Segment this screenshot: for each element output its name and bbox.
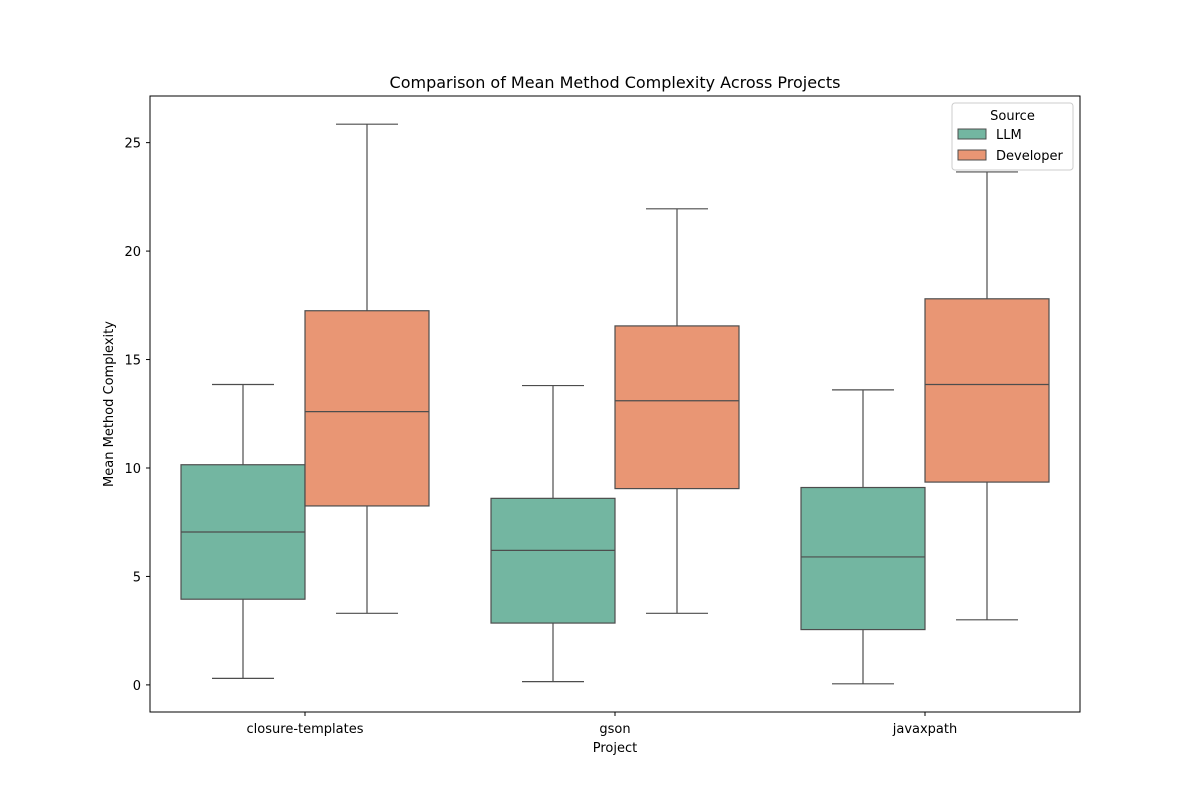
y-tick-label: 25 bbox=[124, 137, 141, 152]
legend-label-developer: Developer bbox=[996, 149, 1064, 164]
iqr-box bbox=[924, 298, 1050, 483]
legend-swatch-llm bbox=[957, 128, 987, 140]
box-developer-closure-templates bbox=[304, 123, 430, 614]
box-developer-gson bbox=[614, 208, 740, 614]
y-axis-label: Mean Method Complexity bbox=[102, 321, 117, 487]
legend-swatch-developer bbox=[957, 149, 987, 161]
iqr-box bbox=[490, 497, 616, 624]
box-developer-javaxpath bbox=[924, 171, 1050, 621]
chart-title: Comparison of Mean Method Complexity Acr… bbox=[390, 73, 841, 92]
iqr-box bbox=[304, 310, 430, 507]
x-axis-label: Project bbox=[593, 741, 637, 756]
y-tick-label: 5 bbox=[133, 570, 141, 585]
x-axis: closure-templates gson javaxpath bbox=[247, 712, 958, 737]
y-tick-label: 0 bbox=[133, 679, 141, 694]
box-llm-javaxpath bbox=[800, 389, 926, 685]
plot-marks bbox=[180, 123, 1050, 685]
box-llm-gson bbox=[490, 384, 616, 683]
iqr-box bbox=[800, 486, 926, 631]
y-tick-label: 15 bbox=[124, 354, 141, 369]
y-tick-label: 20 bbox=[124, 245, 141, 260]
x-tick-label: gson bbox=[599, 722, 630, 737]
y-axis: 0 5 10 15 20 25 bbox=[124, 137, 150, 694]
legend-title: Source bbox=[990, 109, 1035, 124]
y-tick-label: 10 bbox=[124, 462, 141, 477]
box-llm-closure-templates bbox=[180, 383, 306, 679]
x-tick-label: closure-templates bbox=[247, 722, 364, 737]
legend-label-llm: LLM bbox=[996, 128, 1022, 143]
legend: Source LLM Developer bbox=[951, 102, 1074, 171]
x-tick-label: javaxpath bbox=[892, 722, 958, 737]
iqr-box bbox=[614, 325, 740, 490]
